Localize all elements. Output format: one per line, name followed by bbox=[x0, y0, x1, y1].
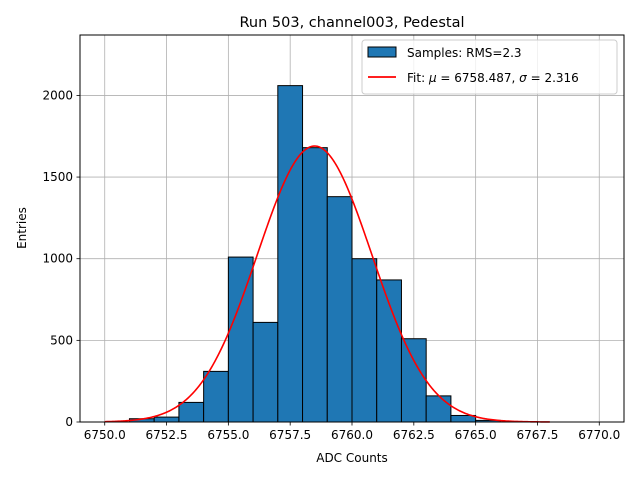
histogram-bar bbox=[277, 85, 304, 423]
x-tick-label: 6767.5 bbox=[516, 428, 558, 442]
y-tick-label: 500 bbox=[50, 333, 73, 347]
histogram-bar bbox=[302, 147, 328, 423]
x-tick-label: 6770.0 bbox=[578, 428, 620, 442]
chart-title: Run 503, channel003, Pedestal bbox=[239, 15, 464, 31]
gaussian-fit-curve bbox=[104, 145, 550, 423]
y-tick-label: 2000 bbox=[42, 88, 73, 102]
x-axis-label: ADC Counts bbox=[316, 451, 388, 465]
legend-fit-label: Fit: μ = 6758.487, σ = 2.316 bbox=[407, 71, 579, 85]
y-tick-label: 1500 bbox=[42, 170, 73, 184]
histogram-bars bbox=[128, 85, 501, 423]
x-tick-label: 6760.0 bbox=[331, 428, 373, 442]
y-axis-label: Entries bbox=[15, 207, 29, 249]
legend-box bbox=[361, 39, 618, 95]
x-tick-label: 6757.5 bbox=[269, 428, 311, 442]
x-tick-label: 6752.5 bbox=[146, 428, 188, 442]
histogram-bar bbox=[153, 416, 180, 423]
y-tick-label: 1000 bbox=[42, 252, 73, 266]
x-tick-label: 6762.5 bbox=[393, 428, 435, 442]
histogram-bar bbox=[227, 256, 254, 423]
x-axis-ticks: 6750.0 6752.5 6755.0 6757.5 6760.0 6762.5 6765… bbox=[84, 422, 620, 442]
x-tick-label: 6750.0 bbox=[84, 428, 126, 442]
fit-curve-layer bbox=[104, 145, 550, 423]
x-tick-label: 6765.0 bbox=[455, 428, 497, 442]
histogram-bar bbox=[376, 279, 402, 423]
histogram-bar bbox=[400, 338, 427, 423]
histogram-bar bbox=[351, 258, 378, 423]
y-tick-label: 0 bbox=[65, 415, 73, 429]
y-axis-ticks: 0 500 1000 1500 2000 bbox=[42, 88, 80, 429]
histogram-bar bbox=[178, 401, 205, 423]
histogram-bar bbox=[326, 196, 353, 423]
histogram-bar bbox=[203, 370, 229, 423]
x-tick-label: 6755.0 bbox=[207, 428, 249, 442]
legend: Samples: RMS=2.3 Fit: μ = 6758.487, σ = … bbox=[361, 39, 618, 95]
histogram-bar bbox=[252, 321, 279, 423]
legend-histogram-swatch bbox=[367, 46, 397, 58]
histogram-bar bbox=[425, 395, 452, 423]
legend-histogram-label: Samples: RMS=2.3 bbox=[407, 46, 522, 60]
